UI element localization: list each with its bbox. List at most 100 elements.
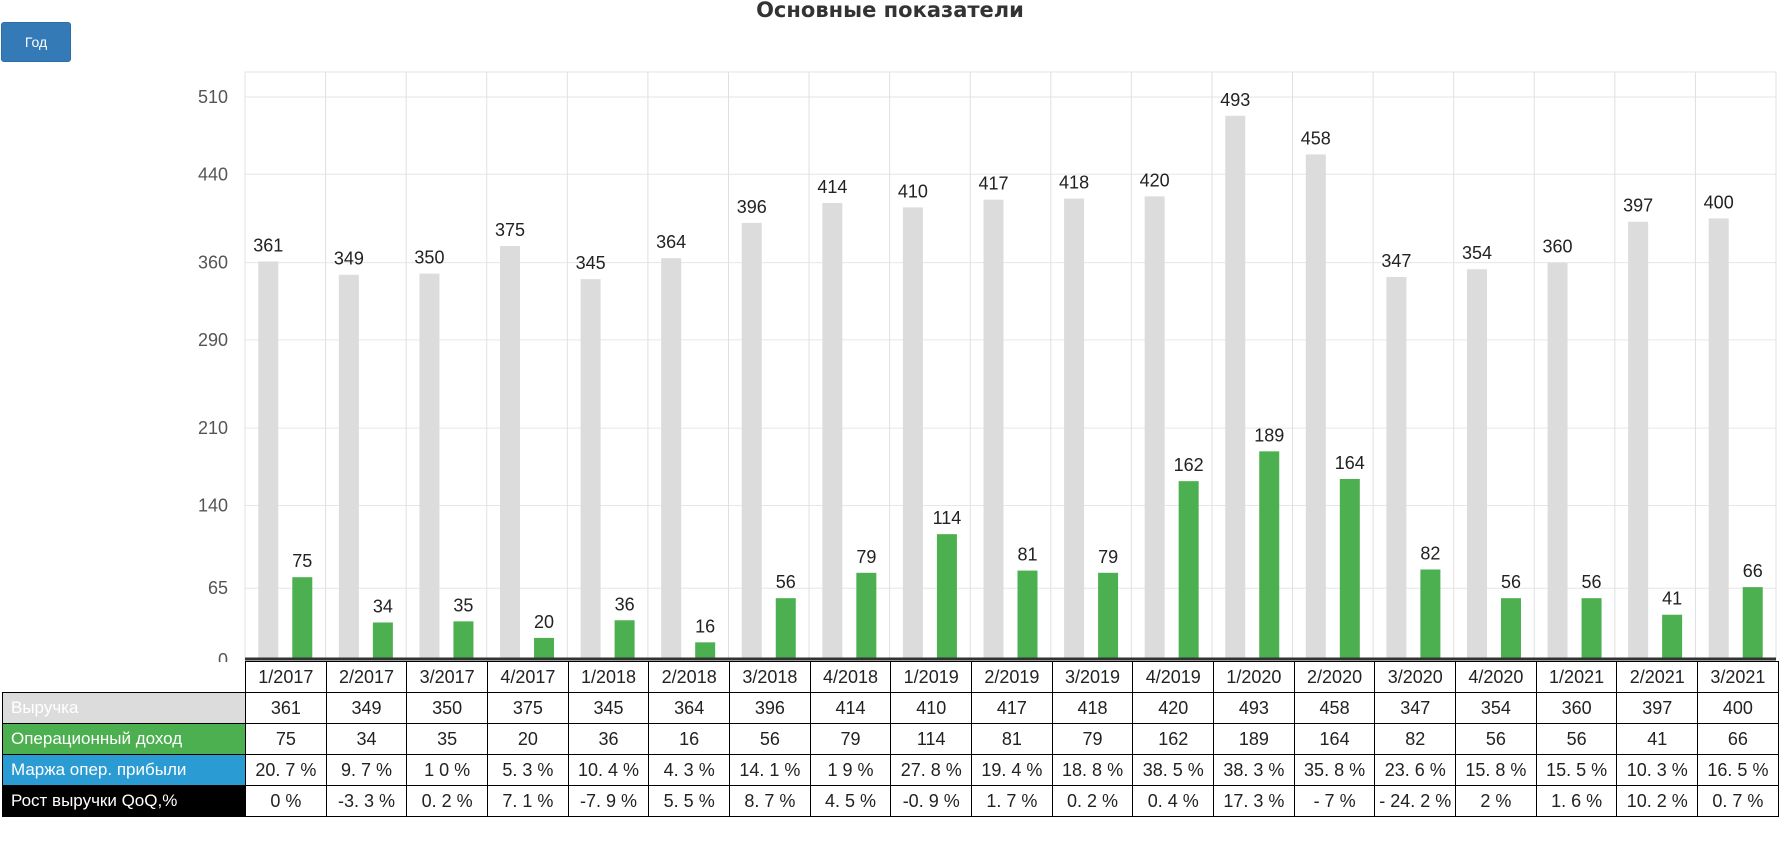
revenue-row: Выручка 361 349 350 375 345 364 396 414 410 417 418… — [2, 692, 1779, 724]
table-cell: 458 — [1293, 692, 1376, 724]
x-category-label: 3/2017 — [406, 661, 489, 693]
plot-area — [244, 71, 1777, 661]
revenue-data-label: 347 — [1381, 251, 1411, 271]
operating-income-bar — [856, 572, 877, 660]
operating-income-data-label: 56 — [776, 572, 796, 592]
operating-income-data-label: 164 — [1335, 453, 1365, 473]
table-cell: 354 — [1455, 692, 1537, 724]
operating-income-bar — [614, 620, 635, 660]
table-cell: 38. 3 % — [1213, 754, 1295, 786]
operating-income-data-label: 20 — [534, 612, 554, 632]
operating-income-bar — [1500, 598, 1521, 660]
x-category-label: 1/2018 — [567, 661, 650, 693]
table-cell: 0. 4 % — [1132, 785, 1215, 817]
table-cell: -3. 3 % — [325, 785, 408, 817]
revenue-bar — [983, 199, 1004, 660]
table-cell: 417 — [971, 692, 1053, 724]
revenue-bar — [1628, 221, 1649, 660]
table-cell: 41 — [1616, 723, 1699, 755]
table-cell: 23. 6 % — [1374, 754, 1457, 786]
table-cell: 56 — [729, 723, 811, 755]
table-cell: 19. 4 % — [971, 754, 1053, 786]
table-cell: 14. 1 % — [729, 754, 811, 786]
revenue-bar — [1708, 218, 1729, 660]
table-cell: 375 — [487, 692, 569, 724]
operating-income-data-label: 79 — [856, 547, 876, 567]
table-cell: 0. 7 % — [1697, 785, 1779, 817]
revenue-bar — [902, 207, 923, 660]
table-cell: 10. 2 % — [1616, 785, 1699, 817]
revenue-bar — [1547, 262, 1568, 660]
table-cell: 17. 3 % — [1213, 785, 1295, 817]
table-cell: 364 — [648, 692, 731, 724]
table-cell: 56 — [1455, 723, 1537, 755]
table-cell: 20 — [487, 723, 569, 755]
x-category-label: 1/2017 — [245, 661, 327, 693]
x-category-label: 1/2019 — [890, 661, 973, 693]
table-cell: 16 — [648, 723, 731, 755]
table-cell: 347 — [1374, 692, 1457, 724]
table-cell: 1. 7 % — [971, 785, 1053, 817]
table-cell: 114 — [890, 723, 973, 755]
year-period-button[interactable]: Год — [1, 22, 71, 62]
row-label: Маржа опер. прибыли — [2, 754, 246, 786]
operating-income-bar — [453, 621, 474, 660]
revenue-data-label: 410 — [898, 181, 928, 201]
table-cell: 349 — [325, 692, 408, 724]
x-category-label: 2/2021 — [1616, 661, 1699, 693]
revenue-data-label: 360 — [1543, 237, 1573, 257]
y-tick-label: 510 — [198, 87, 228, 107]
operating-income-bar — [534, 637, 555, 660]
y-tick-label: 360 — [198, 253, 228, 273]
table-cell: 418 — [1051, 692, 1134, 724]
x-category-label: 1/2020 — [1213, 661, 1295, 693]
row-label: Рост выручки QoQ,% — [2, 785, 246, 817]
x-category-label: 2/2019 — [971, 661, 1053, 693]
table-cell: 10. 3 % — [1616, 754, 1699, 786]
table-cell: 493 — [1213, 692, 1295, 724]
margin-row: Маржа опер. прибыли 20. 7 % 9. 7 % 1 0 % 5. … — [2, 754, 1779, 786]
revenue-data-label: 493 — [1220, 90, 1250, 110]
y-tick-label: 290 — [198, 330, 228, 350]
table-cell: 35. 8 % — [1293, 754, 1376, 786]
table-cell: 36 — [567, 723, 650, 755]
table-cell: 5. 3 % — [487, 754, 569, 786]
table-cell: -0. 9 % — [890, 785, 973, 817]
x-category-label: 2/2017 — [325, 661, 408, 693]
operating-income-data-label: 41 — [1662, 589, 1682, 609]
table-cell: 35 — [406, 723, 489, 755]
table-cell: 34 — [325, 723, 408, 755]
table-cell: 38. 5 % — [1132, 754, 1215, 786]
table-cell: 162 — [1132, 723, 1215, 755]
table-cell: 361 — [245, 692, 327, 724]
revenue-data-label: 400 — [1704, 192, 1734, 212]
x-category-label: 4/2017 — [487, 661, 569, 693]
operating-income-row: Операционный доход 75 34 35 20 36 16 56 79 114 81 7… — [2, 723, 1779, 755]
revenue-data-label: 361 — [253, 235, 283, 255]
operating-income-bar — [1662, 614, 1683, 660]
operating-income-bar — [1098, 572, 1119, 660]
operating-income-bar — [372, 622, 393, 660]
revenue-data-label: 458 — [1301, 128, 1331, 148]
table-cell: 5. 5 % — [648, 785, 731, 817]
revenue-data-label: 364 — [656, 232, 686, 252]
table-cell: 79 — [809, 723, 892, 755]
x-category-label: 1/2021 — [1535, 661, 1618, 693]
revenue-bar — [419, 273, 440, 660]
table-cell: 164 — [1293, 723, 1376, 755]
revenue-bar — [1466, 269, 1487, 660]
growth-row: Рост выручки QoQ,% 0 % -3. 3 % 0. 2 % 7. 1 %… — [2, 785, 1779, 817]
revenue-bar — [1144, 196, 1165, 660]
table-cell: 400 — [1697, 692, 1779, 724]
table-cell: 82 — [1374, 723, 1457, 755]
table-cell: 9. 7 % — [325, 754, 408, 786]
x-category-label: 3/2018 — [729, 661, 811, 693]
revenue-data-label: 354 — [1462, 243, 1492, 263]
operating-income-bar — [1581, 598, 1602, 660]
table-cell: 4. 3 % — [648, 754, 731, 786]
revenue-data-label: 349 — [334, 249, 364, 269]
chart-title: Основные показатели — [756, 0, 1024, 22]
table-cell: 75 — [245, 723, 327, 755]
operating-income-data-label: 56 — [1582, 572, 1602, 592]
operating-income-data-label: 56 — [1501, 572, 1521, 592]
